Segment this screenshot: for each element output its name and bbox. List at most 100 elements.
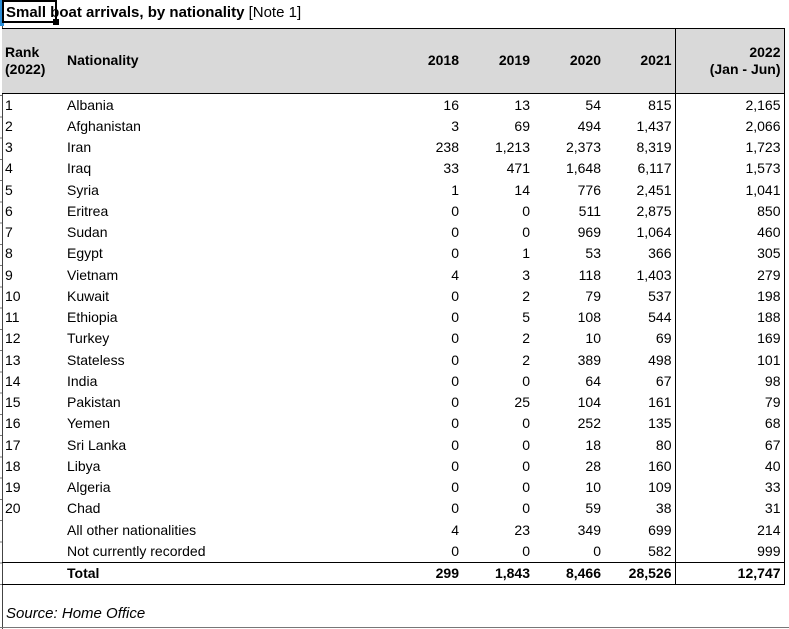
cell-value[interactable]: 8,319 (636, 139, 672, 156)
cell-nationality[interactable]: Not currently recorded (67, 542, 206, 559)
cell-value[interactable]: 0 (451, 224, 459, 241)
cell-value[interactable]: 0 (451, 436, 459, 453)
cell-value[interactable]: 135 (648, 415, 672, 432)
cell-nationality[interactable]: Vietnam (67, 266, 119, 283)
cell-selection-cursor[interactable] (2, 0, 59, 25)
cell-value[interactable]: 13 (514, 96, 530, 113)
cell-value[interactable]: 471 (506, 160, 530, 177)
cell-rank[interactable]: 15 (5, 394, 21, 411)
header-nationality[interactable]: Nationality (64, 28, 364, 94)
cell-value[interactable]: 366 (648, 245, 672, 262)
cell-value[interactable]: 10 (585, 330, 601, 347)
header-2018[interactable]: 2018 (364, 28, 462, 94)
cell-value[interactable]: 64 (585, 372, 601, 389)
cell-value[interactable]: 25 (514, 394, 530, 411)
cell-value[interactable]: 498 (648, 351, 672, 368)
cell-value[interactable]: 3 (451, 117, 459, 134)
cell-value[interactable]: 33 (443, 160, 459, 177)
cell-value[interactable]: 104 (577, 394, 601, 411)
cell-value[interactable]: 53 (585, 245, 601, 262)
cell-value[interactable]: 511 (578, 202, 601, 219)
cell-value[interactable]: 0 (451, 372, 459, 389)
cell-rank[interactable]: 2 (5, 117, 13, 134)
cell-rank[interactable]: 7 (5, 224, 13, 241)
cell-rank[interactable]: 1 (5, 96, 13, 113)
cell-value[interactable]: 4 (451, 521, 459, 538)
cell-value[interactable]: 161 (648, 394, 672, 411)
cell-nationality[interactable]: Ethiopia (67, 309, 118, 326)
cell-rank[interactable]: 17 (5, 436, 21, 453)
cell-value[interactable]: 1,041 (674, 179, 784, 201)
cell-value[interactable]: 31 (674, 497, 784, 519)
cell-nationality[interactable]: Kuwait (67, 287, 110, 304)
cell-nationality[interactable]: Egypt (67, 245, 103, 262)
cell-rank[interactable]: 10 (5, 287, 21, 304)
cell-value[interactable]: 14 (514, 181, 530, 198)
cell-value[interactable]: 6,117 (637, 160, 672, 177)
cell-value[interactable]: 0 (522, 224, 530, 241)
cell-value[interactable]: 28 (585, 457, 601, 474)
cell-value[interactable]: 101 (674, 349, 784, 371)
cell-value[interactable]: 0 (451, 415, 459, 432)
cell-value[interactable]: 349 (577, 521, 601, 538)
cell-nationality[interactable]: Yemen (67, 415, 111, 432)
cell-nationality[interactable]: Iran (67, 139, 92, 156)
cell-value[interactable]: 537 (648, 287, 672, 304)
cell-value[interactable]: 1 (451, 181, 459, 198)
cell-rank[interactable]: 20 (5, 500, 21, 517)
cell-rank[interactable]: 16 (5, 415, 21, 432)
cell-value[interactable]: 23 (514, 521, 530, 538)
cell-value[interactable]: 279 (674, 264, 784, 286)
cell-value[interactable]: 59 (585, 500, 601, 517)
cell-nationality[interactable]: Pakistan (67, 394, 121, 411)
cell-rank[interactable]: 19 (5, 479, 21, 496)
cell-nationality[interactable]: Afghanistan (67, 117, 141, 134)
cell-value[interactable]: 67 (674, 434, 784, 456)
cell-value[interactable]: 5 (522, 309, 530, 326)
cell-value[interactable]: 0 (522, 479, 530, 496)
cell-value[interactable]: 79 (585, 287, 601, 304)
cell-total-label[interactable]: Total (64, 561, 364, 585)
cell-value[interactable]: 2,165 (674, 93, 784, 116)
cell-value[interactable]: 38 (655, 500, 672, 517)
cell-value[interactable]: 1,648 (565, 160, 601, 177)
cell-rank[interactable]: 18 (5, 457, 21, 474)
cell-value[interactable]: 2 (522, 330, 530, 347)
cell-value[interactable]: 1 (522, 245, 530, 262)
cell-value[interactable]: 0 (522, 436, 530, 453)
cell-value[interactable]: 54 (585, 96, 601, 113)
cell-value[interactable]: 699 (648, 521, 672, 538)
cell-value[interactable]: 0 (451, 500, 459, 517)
cell-value[interactable]: 118 (578, 266, 601, 283)
cell-value[interactable]: 67 (655, 372, 672, 389)
cell-value[interactable]: 1,213 (494, 139, 530, 156)
cell-nationality[interactable]: Albania (67, 96, 114, 113)
cell-value[interactable]: 160 (648, 457, 672, 474)
cell-value[interactable]: 3 (522, 266, 530, 283)
cell-value[interactable]: 1,573 (674, 157, 784, 179)
cell-value[interactable]: 776 (577, 181, 601, 198)
cell-value[interactable]: 1,723 (674, 136, 784, 158)
cell-rank[interactable]: 13 (5, 351, 21, 368)
cell-nationality[interactable]: All other nationalities (67, 521, 197, 538)
cell-nationality[interactable]: Syria (67, 181, 99, 198)
cell-rank[interactable] (2, 561, 64, 585)
cell-value[interactable]: 98 (674, 370, 784, 392)
cell-value[interactable]: 80 (655, 436, 672, 453)
cell-total-value[interactable]: 12,747 (674, 561, 784, 585)
cell-nationality[interactable]: Eritrea (67, 202, 109, 219)
cell-nationality[interactable]: Sudan (67, 224, 108, 241)
cell-value[interactable]: 16 (443, 96, 459, 113)
cell-value[interactable]: 4 (451, 266, 459, 283)
cell-value[interactable]: 2,451 (636, 181, 672, 198)
cell-value[interactable]: 252 (577, 415, 601, 432)
cell-rank[interactable] (2, 519, 64, 540)
cell-value[interactable]: 0 (451, 330, 459, 347)
cell-total-value[interactable]: 299 (364, 561, 462, 585)
cell-value[interactable]: 0 (451, 309, 459, 326)
cell-nationality[interactable]: Stateless (67, 351, 125, 368)
cell-value[interactable]: 969 (577, 224, 601, 241)
cell-rank[interactable]: 12 (5, 330, 21, 347)
cell-value[interactable]: 0 (451, 457, 459, 474)
cell-value[interactable]: 2 (522, 287, 530, 304)
